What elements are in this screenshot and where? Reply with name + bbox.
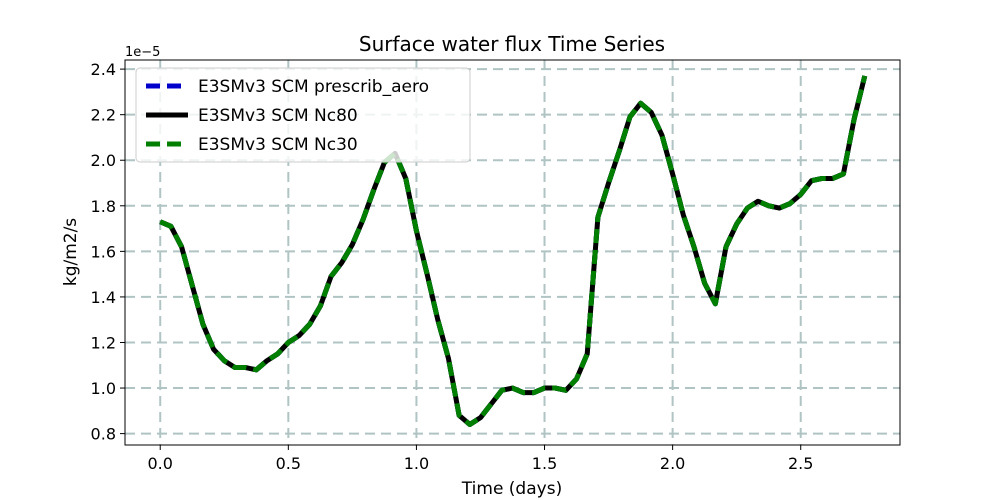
x-tick-label: 0.5 xyxy=(276,454,301,473)
x-tick-label: 1.5 xyxy=(532,454,557,473)
x-tick-label: 1.0 xyxy=(404,454,429,473)
legend: E3SMv3 SCM prescrib_aero E3SMv3 SCM Nc80… xyxy=(135,67,471,163)
y-tick-label: 2.4 xyxy=(91,60,116,79)
y-tick-label: 0.8 xyxy=(91,425,116,444)
x-tick-label: 2.5 xyxy=(788,454,813,473)
legend-label-nc30: E3SMv3 SCM Nc30 xyxy=(198,135,358,155)
legend-label-prescrib-aero: E3SMv3 SCM prescrib_aero xyxy=(198,77,429,97)
y-tick-label: 1.2 xyxy=(91,333,116,352)
legend-label-nc80: E3SMv3 SCM Nc80 xyxy=(198,106,358,126)
series-group xyxy=(159,75,868,427)
y-tick-label: 2.0 xyxy=(91,151,116,170)
plot-frame xyxy=(124,59,901,446)
y-axis-label: kg/m2/s xyxy=(61,218,81,286)
y-tick-label: 1.8 xyxy=(91,197,116,216)
chart-title: Surface water flux Time Series xyxy=(359,32,665,56)
y-tick-label: 2.2 xyxy=(91,106,116,125)
x-axis: 0.0 0.5 1.0 1.5 2.0 2.5 xyxy=(148,445,813,473)
y-tick-label: 1.4 xyxy=(91,288,116,307)
x-axis-label: Time (days) xyxy=(461,479,562,499)
series-line-2 xyxy=(159,75,868,427)
y-tick-label: 1.6 xyxy=(91,242,116,261)
y-offset-label: 1e−5 xyxy=(125,45,160,60)
x-tick-label: 0.0 xyxy=(148,454,173,473)
legend-box xyxy=(135,67,471,163)
y-tick-label: 1.0 xyxy=(91,379,116,398)
y-axis: 0.8 1.0 1.2 1.4 1.6 1.8 2.0 2.2 2.4 xyxy=(91,60,125,444)
x-tick-label: 2.0 xyxy=(660,454,685,473)
